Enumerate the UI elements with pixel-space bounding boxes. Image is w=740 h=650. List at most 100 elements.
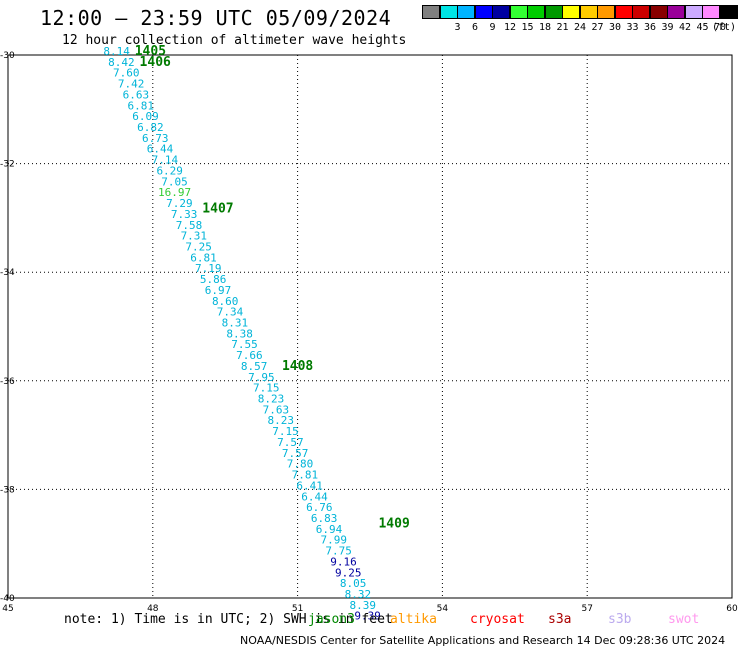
scale-label: 39 xyxy=(661,22,674,33)
latitude-tick-label: -38 xyxy=(0,485,15,495)
pass-time-label: 1409 xyxy=(378,516,409,531)
scale-label: 42 xyxy=(678,22,692,33)
wave-height-value: 8.31 xyxy=(222,317,249,330)
latitude-tick-label: -32 xyxy=(0,160,15,170)
wave-height-value: 7.25 xyxy=(185,240,212,253)
scale-label: 36 xyxy=(643,22,657,33)
wave-height-value: 16.97 xyxy=(158,186,191,199)
map-subtitle: 12 hour collection of altimeter wave hei… xyxy=(62,33,407,48)
latitude-tick-label: -34 xyxy=(0,268,15,278)
wave-height-value: 7.95 xyxy=(248,371,275,384)
wave-height-value: 6.44 xyxy=(301,490,328,503)
scale-label: 15 xyxy=(521,22,534,33)
wave-height-value: 9.39 xyxy=(354,610,381,623)
wave-height-value: 8.14 xyxy=(103,45,130,58)
wave-height-value: 7.05 xyxy=(161,175,188,188)
latitude-tick-label: -40 xyxy=(0,594,15,604)
scale-label: 45 xyxy=(696,22,709,33)
wave-height-value: 7.19 xyxy=(195,262,222,275)
wave-height-value: 6.09 xyxy=(132,110,159,123)
wave-height-value: 6.81 xyxy=(127,99,154,112)
wave-height-value: 7.81 xyxy=(292,469,319,482)
wave-height-value: 6.94 xyxy=(316,523,343,536)
wave-height-value: 7.33 xyxy=(171,208,198,221)
wave-height-value: 6.76 xyxy=(306,501,333,514)
latitude-tick-label: -30 xyxy=(0,51,15,61)
pass-time-label: 1406 xyxy=(140,55,171,70)
wave-height-value: 6.81 xyxy=(190,251,217,264)
wave-height-value: 7.75 xyxy=(325,545,352,558)
wave-height-value: 5.86 xyxy=(200,273,227,286)
scale-unit: (ft) xyxy=(712,22,737,33)
wave-height-value: 7.66 xyxy=(236,349,263,362)
wave-height-value: 8.60 xyxy=(212,295,239,308)
wave-height-value: 6.73 xyxy=(142,132,169,145)
pass-time-label: 1407 xyxy=(202,201,233,216)
wave-height-value: 8.05 xyxy=(340,577,367,590)
longitude-tick-label: 60 xyxy=(726,604,738,614)
wave-height-value: 7.80 xyxy=(287,458,314,471)
scale-label: 12 xyxy=(503,22,517,33)
satellite-legend-jason3: jason3 xyxy=(308,612,355,627)
satellite-legend-s3b: s3b xyxy=(608,612,632,627)
scale-label: 33 xyxy=(626,22,639,33)
scale-label: 3 xyxy=(454,22,461,33)
scale-label: 70 xyxy=(713,22,727,33)
wave-height-value: 9.25 xyxy=(335,566,362,579)
wave-height-value: 7.34 xyxy=(217,306,244,319)
wave-height-value: 6.44 xyxy=(147,143,174,156)
wave-height-value: 7.60 xyxy=(113,67,140,80)
wave-height-value: 8.23 xyxy=(258,393,285,406)
scale-label: 27 xyxy=(591,22,604,33)
wave-height-value: 7.58 xyxy=(176,219,203,232)
map-title: 12:00 – 23:59 UTC 05/09/2024 xyxy=(40,6,392,30)
longitude-tick-label: 45 xyxy=(2,604,13,614)
scale-label: 18 xyxy=(538,22,552,33)
wave-height-value: 7.14 xyxy=(152,154,179,167)
wave-height-value: 7.29 xyxy=(166,197,193,210)
wave-height-value: 6.29 xyxy=(156,164,183,177)
satellite-legend-s3a: s3a xyxy=(548,612,572,627)
wave-height-value: 6.83 xyxy=(311,512,338,525)
satellite-legend-altika: altika xyxy=(390,612,437,627)
scale-label: 21 xyxy=(556,22,569,33)
scale-label: 9 xyxy=(489,22,496,33)
pass-time-label: 1408 xyxy=(282,359,313,374)
scale-label: 30 xyxy=(608,22,622,33)
wave-height-value: 6.97 xyxy=(205,284,232,297)
wave-height-value: 7.57 xyxy=(282,447,309,460)
credit-line: NOAA/NESDIS Center for Satellite Applica… xyxy=(240,634,726,647)
wave-height-value: 7.99 xyxy=(321,534,348,547)
wave-height-value: 7.55 xyxy=(231,338,258,351)
longitude-tick-label: 51 xyxy=(292,604,303,614)
wave-height-value: 7.15 xyxy=(253,382,280,395)
wave-height-value: 7.42 xyxy=(118,78,145,91)
wave-height-value: 7.57 xyxy=(277,436,304,449)
wave-height-value: 7.15 xyxy=(272,425,299,438)
scale-swatch xyxy=(719,5,738,19)
pass-time-label: 1405 xyxy=(135,44,166,59)
latitude-tick-label: -36 xyxy=(0,377,15,387)
wave-height-value: 7.31 xyxy=(181,230,208,243)
longitude-tick-label: 54 xyxy=(437,604,449,614)
wave-height-value: 7.63 xyxy=(263,403,290,416)
longitude-tick-label: 57 xyxy=(581,604,592,614)
wave-height-value: 8.42 xyxy=(108,56,135,69)
wave-height-value: 6.82 xyxy=(137,121,164,134)
wave-height-value: 8.57 xyxy=(241,360,268,373)
wave-height-value: 8.39 xyxy=(350,599,377,612)
footer-note: note: 1) Time is in UTC; 2) SWH is in fe… xyxy=(64,612,393,627)
scale-label: 24 xyxy=(573,22,587,33)
wave-height-value: 6.63 xyxy=(123,88,150,101)
longitude-tick-label: 48 xyxy=(147,604,159,614)
satellite-legend-swot: swot xyxy=(668,612,700,627)
wave-height-value: 8.32 xyxy=(345,588,372,601)
map-frame xyxy=(7,54,733,599)
wave-height-value: 8.23 xyxy=(267,414,294,427)
wave-height-value: 8.38 xyxy=(226,327,253,340)
wave-height-value: 9.16 xyxy=(330,555,357,568)
wave-height-value: 6.41 xyxy=(296,479,323,492)
scale-label: 6 xyxy=(471,22,479,33)
satellite-legend-cryosat: cryosat xyxy=(470,612,525,627)
